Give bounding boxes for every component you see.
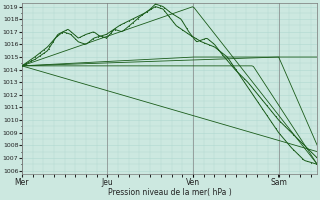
X-axis label: Pression niveau de la mer( hPa ): Pression niveau de la mer( hPa ): [108, 188, 231, 197]
